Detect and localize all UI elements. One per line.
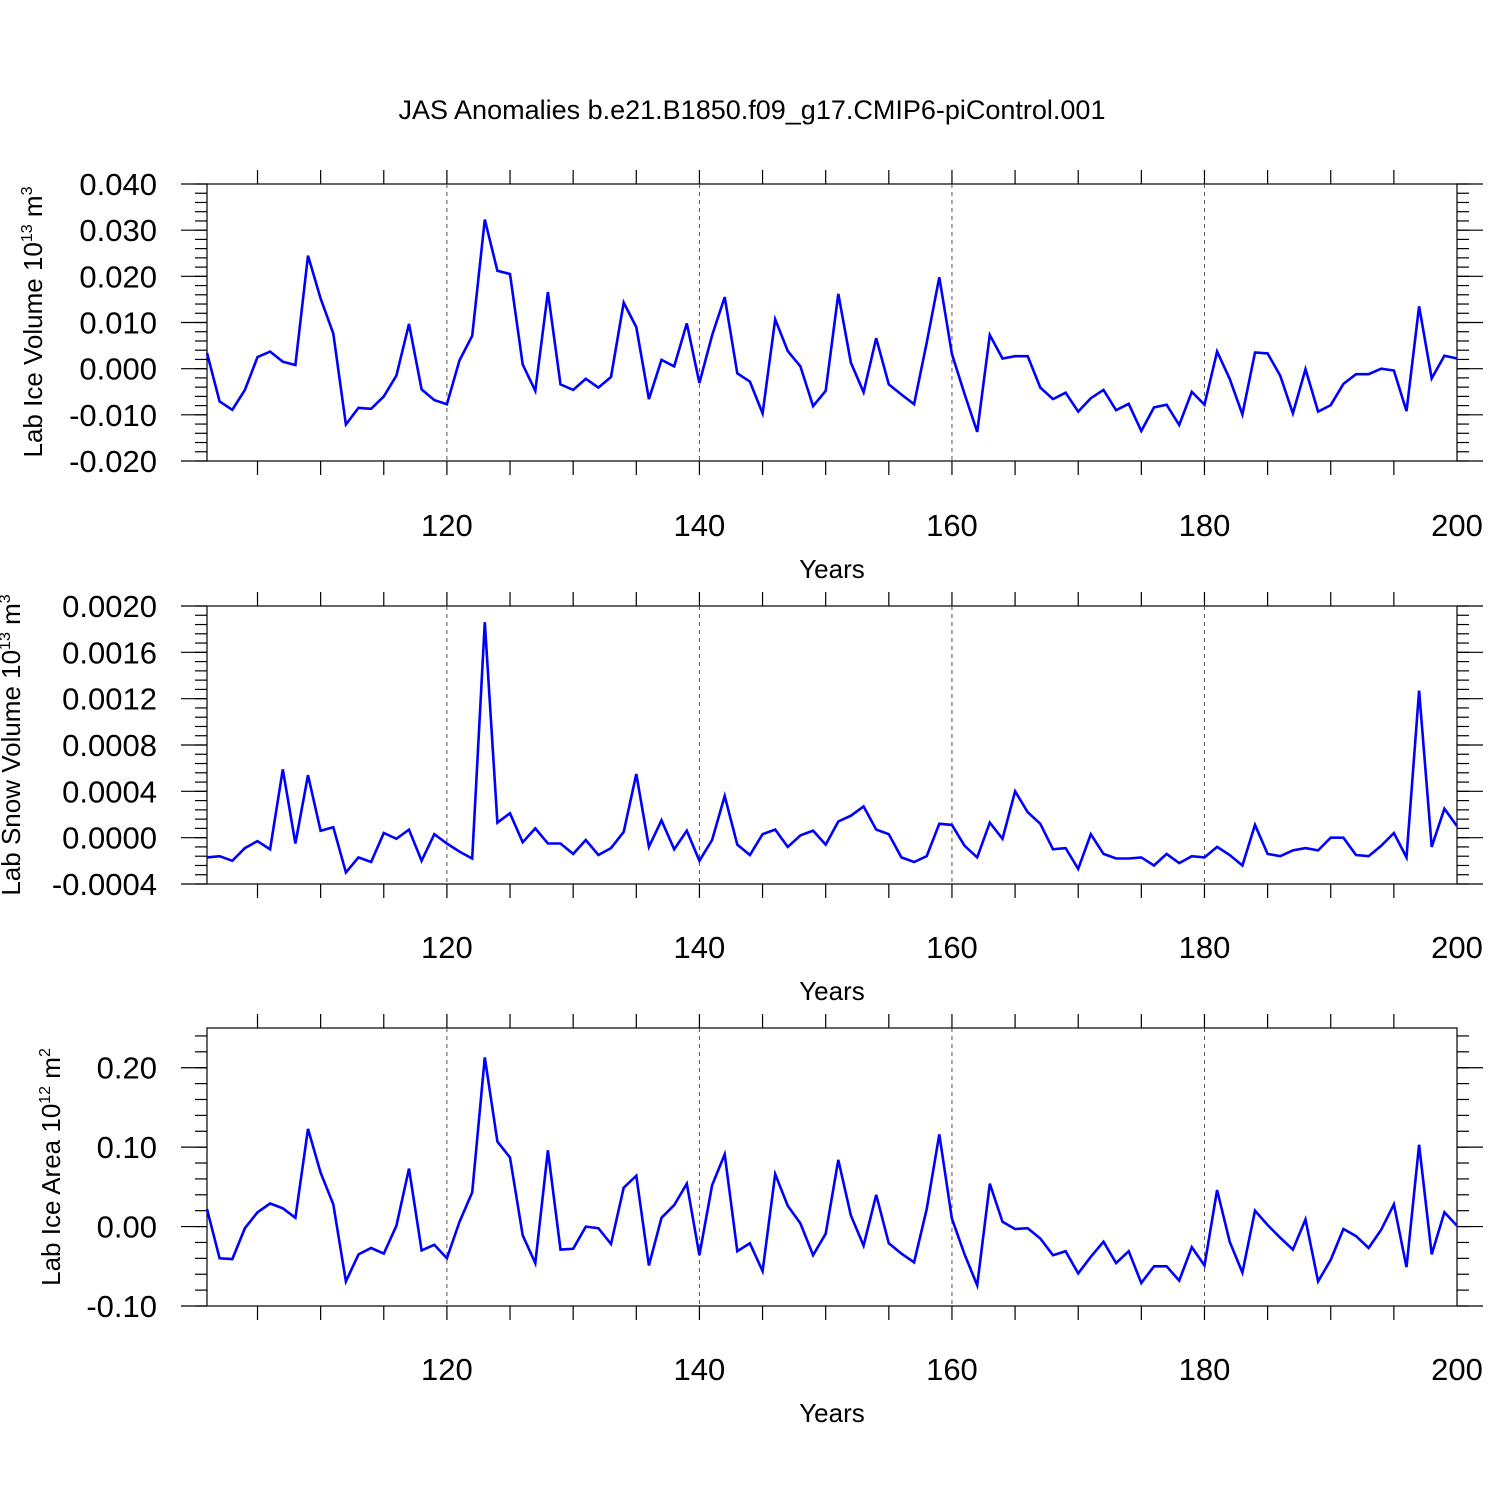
y-tick-label: 0.0004 — [62, 774, 157, 809]
figure-title: JAS Anomalies b.e21.B1850.f09_g17.CMIP6-… — [399, 95, 1106, 125]
x-tick-label: 160 — [926, 508, 978, 543]
y-tick-label: -0.0004 — [52, 867, 157, 902]
x-axis-label: Years — [799, 1398, 865, 1428]
plot-frame — [206, 605, 1458, 885]
panel-ice-volume: 120 140 160 180 200 -0.020 -0.010 0.000 0.010 0.0… — [18, 167, 1483, 584]
series-line — [206, 622, 1459, 876]
y-tick-label: -0.10 — [86, 1289, 157, 1324]
x-tick-label: 200 — [1431, 1352, 1483, 1387]
x-tick-label: 180 — [1179, 1352, 1231, 1387]
x-tick-label: 120 — [421, 508, 473, 543]
x-tick-label: 180 — [1179, 930, 1231, 965]
x-tick-label: 160 — [926, 930, 978, 965]
y-tick-label: 0.0000 — [62, 821, 157, 856]
x-tick-label: 140 — [674, 930, 726, 965]
x-tick-label: 200 — [1431, 930, 1483, 965]
y-axis-label: Lab Ice Volume 1013 m3 — [18, 186, 48, 457]
x-axis-label: Years — [799, 554, 865, 584]
panel-ice-area: 120 140 160 180 200 -0.10 0.00 0.10 0.20 Lab Ice … — [36, 1014, 1483, 1428]
y-tick-label: -0.010 — [69, 398, 157, 433]
y-tick-label: 0.0012 — [62, 682, 157, 717]
y-axis-label: Lab Snow Volume 1013 m3 — [0, 594, 26, 895]
y-tick-label: 0.0008 — [62, 728, 157, 763]
x-tick-label: 140 — [674, 1352, 726, 1387]
x-tick-label: 120 — [421, 930, 473, 965]
plot-frame — [206, 183, 1458, 462]
panel-snow-volume: 120 140 160 180 200 -0.0004 0.0000 0.0004 0.0008… — [0, 589, 1483, 1006]
y-tick-label: 0.0016 — [62, 635, 157, 670]
series-line — [205, 219, 1458, 434]
x-tick-label: 160 — [926, 1352, 978, 1387]
x-axis-label: Years — [799, 976, 865, 1006]
series-line — [205, 1057, 1458, 1291]
y-tick-label: 0.00 — [97, 1210, 157, 1245]
x-tick-label: 140 — [674, 508, 726, 543]
y-tick-label: 0.0020 — [62, 589, 157, 624]
y-tick-label: 0.030 — [79, 213, 157, 248]
x-tick-label: 180 — [1179, 508, 1231, 543]
x-tick-label: 120 — [421, 1352, 473, 1387]
y-tick-label: 0.10 — [97, 1130, 157, 1165]
x-tick-label: 200 — [1431, 508, 1483, 543]
plot-frame — [206, 1027, 1458, 1307]
y-tick-label: 0.20 — [97, 1051, 157, 1086]
y-tick-label: 0.020 — [79, 259, 157, 294]
y-tick-label: -0.020 — [69, 444, 157, 479]
y-tick-label: 0.000 — [79, 352, 157, 387]
y-axis-label: Lab Ice Area 1012 m2 — [36, 1048, 66, 1286]
y-tick-label: 0.040 — [79, 167, 157, 202]
y-tick-label: 0.010 — [79, 306, 157, 341]
